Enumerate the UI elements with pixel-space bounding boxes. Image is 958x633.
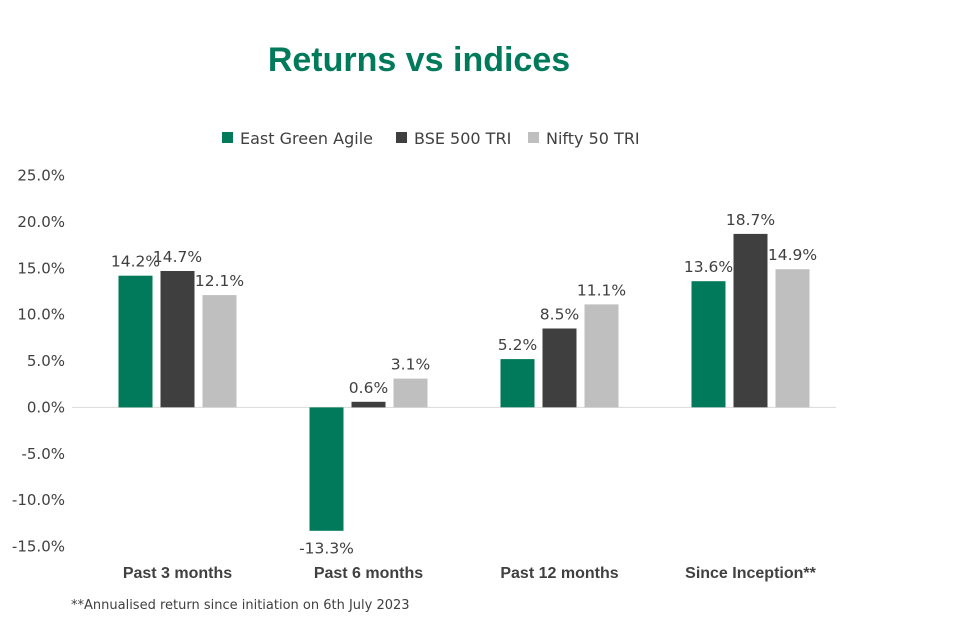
legend: East Green Agile BSE 500 TRI Nifty 50 TRI: [222, 129, 640, 148]
y-tick-label: 10.0%: [17, 306, 65, 324]
y-tick-label: 15.0%: [17, 259, 65, 277]
bar-nifty-50-tri: [584, 304, 619, 408]
data-label: 14.9%: [768, 246, 817, 264]
bar-bse-500-tri: [733, 233, 768, 408]
bar-bse-500-tri: [160, 271, 195, 408]
x-tick-label: Past 12 months: [500, 565, 618, 582]
legend-swatch-nifty-50-tri: [528, 132, 539, 143]
data-label: -13.3%: [299, 540, 354, 558]
bar-east-green-agile: [309, 407, 344, 531]
data-label: 13.6%: [684, 258, 733, 276]
bar-bse-500-tri: [351, 401, 386, 408]
y-tick-label: 25.0%: [17, 167, 65, 185]
data-label: 3.1%: [391, 356, 430, 374]
data-label: 14.7%: [153, 248, 202, 266]
bar-east-green-agile: [691, 281, 726, 408]
data-label: 8.5%: [540, 306, 579, 324]
footnote: **Annualised return since initiation on …: [71, 598, 410, 613]
data-label: 18.7%: [726, 211, 775, 229]
x-axis: Past 3 months Past 6 months Past 12 months…: [123, 565, 817, 582]
data-label: 12.1%: [195, 272, 244, 290]
y-tick-label: -5.0%: [21, 445, 65, 463]
bar-nifty-50-tri: [202, 295, 237, 408]
bar-east-green-agile: [500, 359, 535, 408]
data-labels: 14.2%14.7% 12.1% -13.3% 0.6%3.1% 5.2%8.5% 11.…: [111, 211, 817, 558]
bar-bse-500-tri: [542, 328, 577, 408]
legend-label-east-green-agile: East Green Agile: [240, 129, 373, 148]
y-tick-label: 5.0%: [27, 352, 65, 370]
legend-label-bse-500-tri: BSE 500 TRI: [414, 129, 511, 148]
bars: [118, 233, 810, 531]
y-tick-label: -15.0%: [12, 538, 65, 556]
x-tick-label: Since Inception**: [685, 565, 816, 582]
legend-swatch-east-green-agile: [222, 132, 233, 143]
data-label: 14.2%: [111, 253, 160, 271]
data-label: 0.6%: [349, 379, 388, 397]
chart-title: Returns vs indices: [268, 41, 570, 79]
bar-nifty-50-tri: [775, 269, 810, 408]
data-label: 5.2%: [498, 336, 537, 354]
y-tick-label: 20.0%: [17, 213, 65, 231]
bar-nifty-50-tri: [393, 378, 428, 408]
y-axis: 25.0% 20.0% 15.0% 10.0% 5.0% 0.0% -5.0% -10.0% -…: [12, 167, 65, 556]
bar-east-green-agile: [118, 275, 153, 408]
y-tick-label: -10.0%: [12, 491, 65, 509]
x-tick-label: Past 3 months: [123, 565, 232, 582]
x-tick-label: Past 6 months: [314, 565, 423, 582]
legend-label-nifty-50-tri: Nifty 50 TRI: [546, 129, 640, 148]
data-label: 11.1%: [577, 281, 626, 299]
y-tick-label: 0.0%: [27, 398, 65, 416]
legend-swatch-bse-500-tri: [396, 132, 407, 143]
